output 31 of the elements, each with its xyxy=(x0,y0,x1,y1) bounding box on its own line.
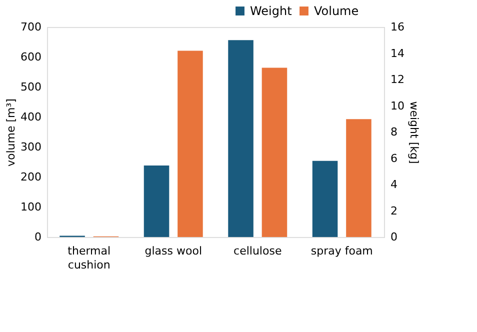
y2-tick-label: 2 xyxy=(390,204,398,218)
y2-tick-label: 10 xyxy=(390,99,404,112)
bar xyxy=(178,50,203,237)
y2-axis-title: weight [kg] xyxy=(407,101,420,164)
x-tick-label: cellulose xyxy=(234,244,282,258)
y2-tick-label: 12 xyxy=(390,73,404,86)
y-tick-label: 300 xyxy=(20,140,42,154)
y2-tick-label: 4 xyxy=(390,178,398,191)
bar xyxy=(346,119,372,237)
x-tick-label: spray foam xyxy=(310,244,373,258)
y-tick-label: 100 xyxy=(20,200,42,214)
y2-tick-label: 16 xyxy=(390,20,404,34)
y-tick-label: 0 xyxy=(34,230,42,244)
y-tick-label: 500 xyxy=(20,80,42,94)
y-tick-label: 600 xyxy=(20,50,42,64)
y2-tick-label: 8 xyxy=(390,126,398,138)
y-tick-label: 400 xyxy=(20,110,42,124)
x-tick-label: glass wool xyxy=(144,244,202,258)
bar xyxy=(144,165,170,237)
y-tick-label: 700 xyxy=(20,20,42,34)
legend-label: Weight xyxy=(250,4,292,18)
bar xyxy=(228,40,254,237)
y2-tick-label: 14 xyxy=(390,46,404,60)
bar xyxy=(312,160,338,237)
y2-tick-label: 0 xyxy=(390,230,398,244)
y-axis-title: volume [m³] xyxy=(4,98,18,166)
y2-tick-label: 6 xyxy=(390,152,398,165)
x-tick-label: thermal cushion xyxy=(68,244,111,272)
bar xyxy=(262,68,288,237)
y-tick-label: 200 xyxy=(20,170,42,184)
legend-label: Volume xyxy=(314,4,359,18)
